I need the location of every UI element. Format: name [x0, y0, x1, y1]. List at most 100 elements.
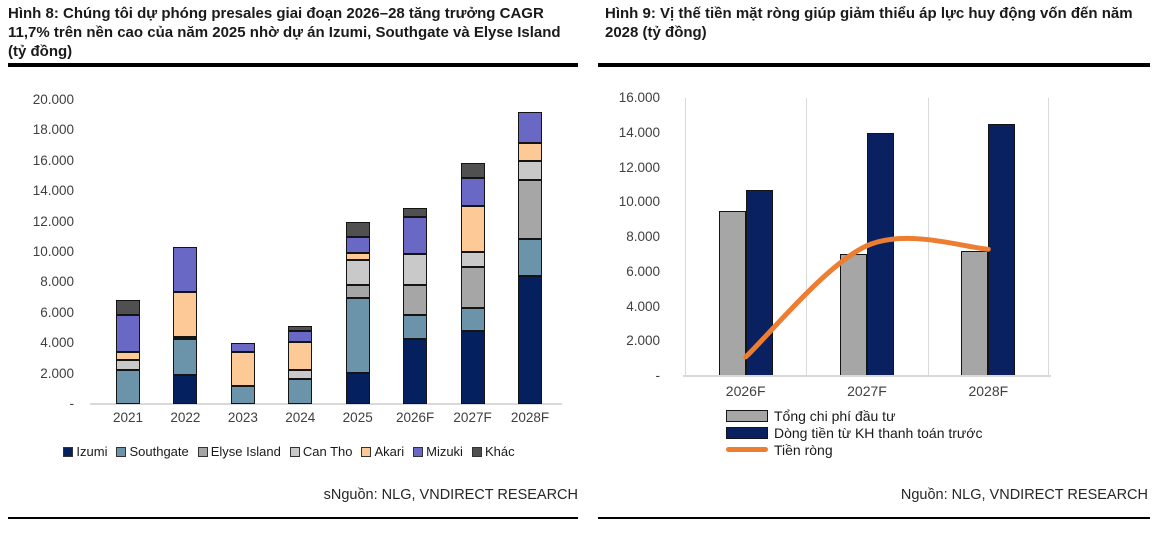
stacked-bar-segment-izumi — [345, 372, 370, 404]
x-tick-label: 2027F — [847, 383, 887, 399]
stacked-bar-segment-mizuki — [116, 315, 140, 352]
stacked-bar-segment-southgate — [230, 385, 255, 404]
stacked-bar-segment-akari — [460, 205, 485, 252]
legend-item-khác: Khác — [471, 444, 515, 459]
y-tick-label: 4.000 — [40, 335, 74, 351]
figure9-legend: Tổng chi phí đầu tư Dòng tiền từ KH thanh… — [726, 407, 982, 458]
x-tick-label: 2027F — [453, 410, 492, 425]
figure8-title-rule — [8, 63, 578, 67]
net-cash-line — [743, 235, 991, 360]
y-tick-label: 8.000 — [40, 274, 74, 290]
grouped-bar-cash-inflow — [867, 132, 894, 376]
stacked-bar-segment-khác — [403, 207, 428, 217]
stacked-bar-segment-southgate — [345, 298, 370, 373]
y-tick-label: 4.000 — [626, 298, 660, 314]
x-tick-label: 2023 — [227, 410, 258, 425]
legend-label: Akari — [374, 444, 405, 459]
y-tick-label: 6.000 — [626, 263, 660, 279]
x-tick-label: 2025 — [342, 410, 373, 425]
stacked-bar-segment-southgate — [288, 378, 313, 404]
stacked-bar-segment-khác — [460, 163, 485, 179]
stacked-bar-segment-can-tho — [518, 160, 542, 180]
legend-label: Izumi — [76, 444, 108, 459]
stacked-bar-segment-can-tho — [460, 252, 485, 268]
legend-label: Can Tho — [302, 444, 353, 459]
figure9-title: Hình 9: Vị thế tiền mặt ròng giúp giảm t… — [605, 5, 1133, 41]
figure9-bottom-rule — [598, 517, 1150, 519]
y-tick-label: 6.000 — [40, 304, 74, 320]
legend-item-mizuki: Mizuki — [413, 444, 463, 459]
x-tick-label: 2028F — [510, 410, 550, 425]
figure9-source: Nguồn: NLG, VNDIRECT RESEARCH — [900, 487, 1148, 503]
y-tick-label: 10.000 — [32, 244, 74, 259]
stacked-bar-segment-akari — [116, 351, 140, 360]
stacked-bar-segment-akari — [230, 351, 255, 386]
stacked-bar-segment-can-tho — [116, 359, 140, 370]
stacked-bar-segment-mizuki — [230, 343, 255, 352]
y-tick-label: 14.000 — [32, 183, 74, 199]
category-gridline — [806, 98, 808, 376]
legend-swatch-icon — [289, 446, 300, 457]
y-tick-label: 12.000 — [618, 159, 660, 175]
y-tick-label: 12.000 — [32, 213, 74, 229]
stacked-bar-segment-mizuki — [403, 217, 428, 254]
stacked-bar-segment-mizuki — [460, 178, 485, 206]
stacked-bar-segment-akari — [345, 252, 370, 260]
stacked-bar-segment-khác — [288, 325, 313, 331]
y-tick-label: 18.000 — [32, 122, 74, 138]
legend-label: Tiền ròng — [774, 441, 833, 458]
stacked-bar-segment-akari — [518, 143, 542, 161]
legend-item-net-cash: Tiền ròng — [726, 441, 982, 458]
figure8-plot-area — [95, 100, 560, 404]
legend-item-elyse-island: Elyse Island — [197, 444, 281, 459]
figure8-panel: Hình 8: Chúng tôi dự phóng presales giai… — [0, 0, 578, 534]
stacked-bar-segment-khác — [345, 221, 370, 237]
legend-swatch-icon — [361, 446, 372, 457]
grouped-bar-capex — [718, 210, 746, 376]
legend-swatch-icon — [471, 446, 482, 457]
figure9-title-rule — [598, 63, 1150, 67]
stacked-bar-segment-mizuki — [518, 112, 542, 144]
figure9-panel: Hình 9: Vị thế tiền mặt ròng giúp giảm t… — [598, 0, 1158, 534]
y-tick-label: 20.000 — [32, 92, 74, 107]
legend-swatch-icon — [726, 409, 768, 422]
stacked-bar-segment-southgate — [173, 338, 198, 376]
y-tick-label: 16.000 — [618, 90, 660, 105]
legend-item-southgate: Southgate — [116, 444, 189, 459]
stacked-bar-segment-elyse-island — [345, 284, 370, 299]
y-tick-label: 14.000 — [618, 124, 660, 140]
figure8-title: Hình 8: Chúng tôi dự phóng presales giai… — [8, 5, 561, 60]
figure8-source: sNguồn: NLG, VNDIRECT RESEARCH — [323, 487, 578, 503]
stacked-bar-segment-southgate — [460, 308, 485, 331]
grouped-bar-capex — [961, 250, 989, 376]
y-tick-label: - — [69, 396, 75, 411]
stacked-bar-segment-izumi — [173, 375, 198, 404]
grouped-bar-capex — [840, 254, 867, 376]
category-gridline — [1048, 98, 1049, 376]
x-tick-label: 2024 — [285, 410, 316, 425]
legend-label: Southgate — [129, 444, 189, 459]
legend-item-can-tho: Can Tho — [289, 444, 353, 459]
stacked-bar-segment-can-tho — [173, 336, 198, 339]
figure9-plot-area — [685, 98, 1049, 376]
x-tick-label: 2021 — [112, 410, 144, 425]
y-tick-label: - — [655, 368, 661, 383]
x-tick-label: 2028F — [968, 383, 1009, 399]
x-tick-label: 2026F — [396, 410, 435, 425]
stacked-bar-segment-elyse-island — [518, 179, 542, 240]
stacked-bar-segment-mizuki — [173, 247, 198, 292]
stacked-bar-segment-elyse-island — [403, 284, 428, 316]
stacked-bar-segment-can-tho — [403, 253, 428, 285]
x-tick-label: 2022 — [170, 410, 201, 425]
y-tick-label: 8.000 — [626, 229, 660, 244]
legend-label: Elyse Island — [210, 444, 281, 459]
stacked-bar-segment-can-tho — [288, 369, 313, 379]
legend-label: Dòng tiền từ KH thanh toán trước — [774, 424, 983, 441]
stacked-bar-segment-southgate — [116, 369, 140, 404]
legend-item-izumi: Izumi — [63, 444, 107, 459]
figure8-bottom-rule — [8, 517, 578, 519]
figure9-x-axis-line — [683, 375, 1051, 377]
legend-swatch-icon — [63, 446, 74, 457]
stacked-bar-segment-mizuki — [288, 331, 313, 342]
